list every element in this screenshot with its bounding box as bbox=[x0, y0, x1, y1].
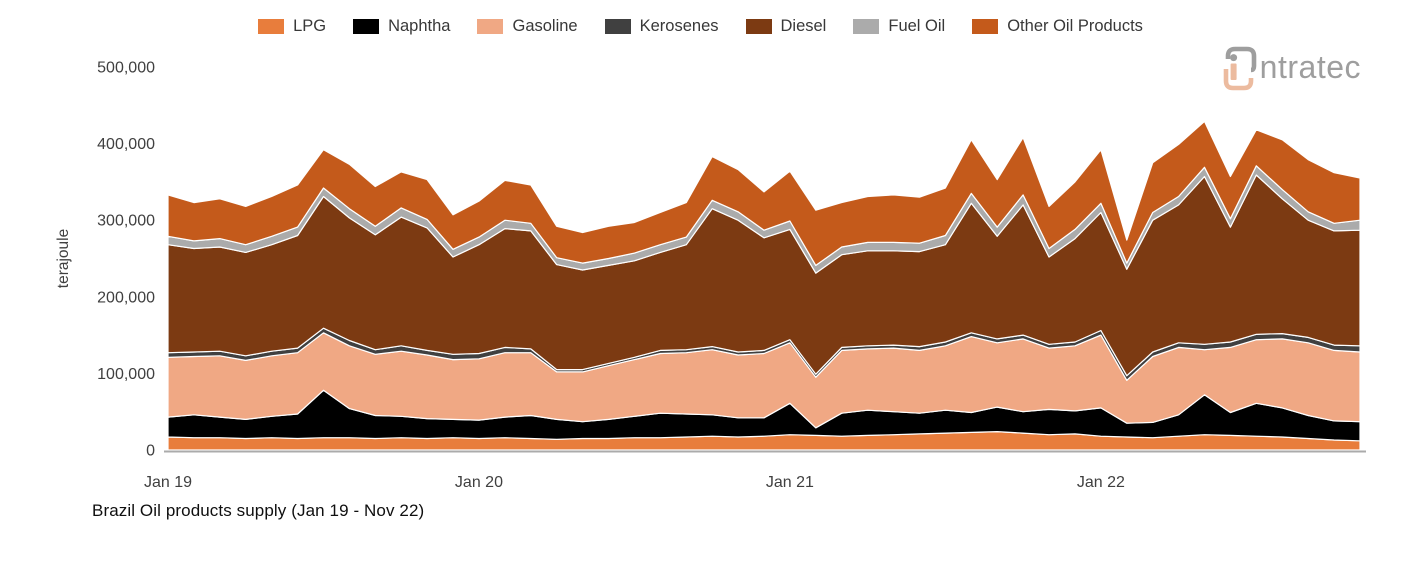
legend-swatch-diesel bbox=[745, 19, 772, 34]
logo-text: ntratec bbox=[1259, 49, 1361, 85]
legend-swatch-kerosenes bbox=[604, 19, 631, 34]
legend-swatch-lpg bbox=[258, 19, 285, 34]
legend-swatch-fuel-oil bbox=[853, 19, 880, 34]
legend-swatch-naphtha bbox=[353, 19, 380, 34]
legend-label: Kerosenes bbox=[639, 17, 719, 35]
legend-item-naphtha: Naphtha bbox=[353, 17, 450, 36]
intratec-logo-mark bbox=[1223, 46, 1256, 91]
legend-swatch-gasoline bbox=[477, 19, 504, 34]
legend-item-lpg: LPG bbox=[258, 17, 326, 36]
legend-label: Naphtha bbox=[388, 17, 451, 35]
legend-label: LPG bbox=[293, 17, 327, 35]
x-tick-label: Jan 21 bbox=[766, 474, 814, 491]
y-axis-title: terajoule bbox=[55, 229, 72, 288]
logo-i-dot bbox=[1229, 54, 1237, 62]
legend-label: Other Oil Products bbox=[1007, 17, 1143, 35]
chart-legend: LPG Naphtha Gasoline Kerosenes Diesel Fuel Oi… bbox=[0, 17, 1401, 36]
legend-item-gasoline: Gasoline bbox=[477, 17, 578, 36]
legend-item-diesel: Diesel bbox=[745, 17, 827, 36]
y-tick-label: 500,000 bbox=[97, 60, 155, 77]
y-tick-label: 0 bbox=[146, 443, 155, 460]
legend-label: Diesel bbox=[780, 17, 827, 35]
x-tick-label: Jan 19 bbox=[144, 474, 192, 491]
legend-label: Fuel Oil bbox=[888, 17, 946, 35]
y-tick-label: 300,000 bbox=[97, 213, 155, 230]
y-tick-label: 200,000 bbox=[97, 289, 155, 306]
legend-swatch-other-oil-products bbox=[972, 19, 999, 34]
chart-caption: Brazil Oil products supply (Jan 19 - Nov… bbox=[92, 501, 425, 520]
intratec-logo: ntratec bbox=[1217, 42, 1361, 94]
x-tick-label: Jan 20 bbox=[455, 474, 503, 491]
legend-item-fuel-oil: Fuel Oil bbox=[853, 17, 945, 36]
y-tick-label: 400,000 bbox=[97, 136, 155, 153]
area-band-other-oil-products bbox=[167, 120, 1361, 266]
x-tick-label: Jan 22 bbox=[1077, 474, 1125, 491]
logo-i-stem bbox=[1230, 63, 1237, 80]
legend-item-other-oil-products: Other Oil Products bbox=[972, 17, 1143, 36]
y-tick-label: 100,000 bbox=[97, 366, 155, 383]
legend-item-kerosenes: Kerosenes bbox=[604, 17, 719, 36]
legend-label: Gasoline bbox=[512, 17, 578, 35]
